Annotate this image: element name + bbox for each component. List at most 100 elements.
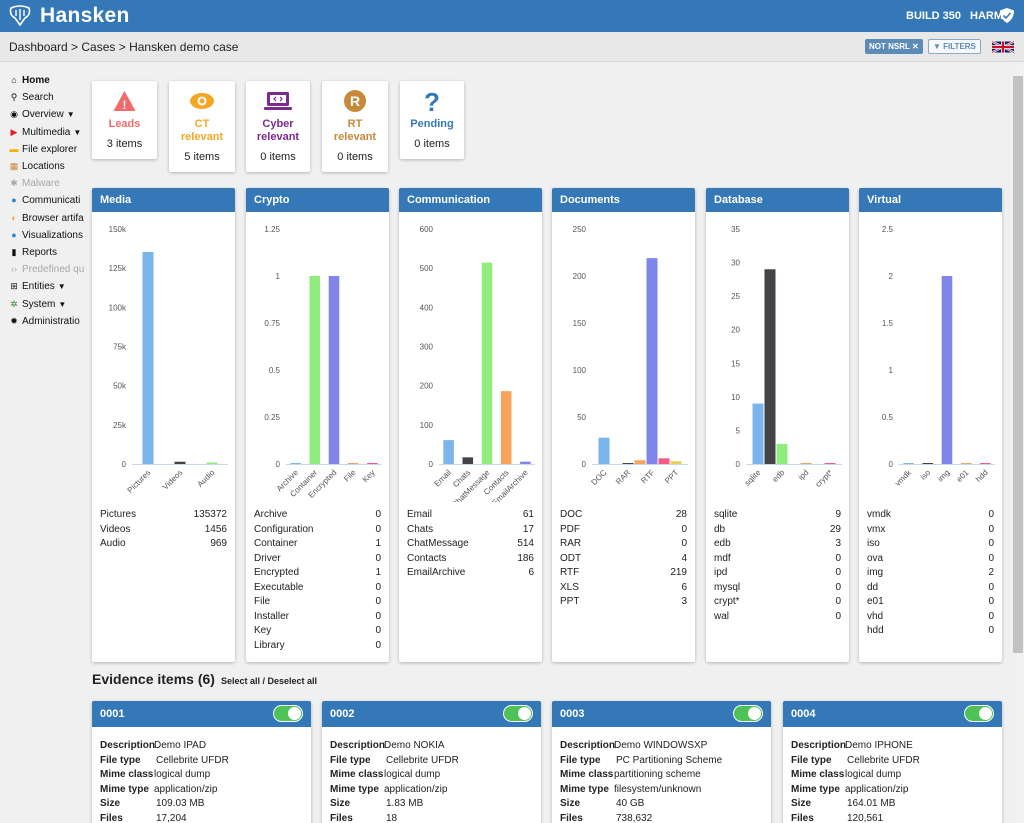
- category-card-4[interactable]: ? Pending 0 items: [400, 81, 464, 159]
- select-all-link[interactable]: Select all: [220, 676, 260, 686]
- sidebar-item-5[interactable]: ▦ Locations: [8, 158, 84, 174]
- stat-label[interactable]: Chats: [407, 523, 434, 535]
- deselect-all-link[interactable]: Deselect all: [267, 676, 318, 686]
- stat-label[interactable]: sqlite: [714, 509, 738, 520]
- sidebar-item-8[interactable]: ◐ Browser artifa: [8, 210, 84, 226]
- evidence-item-toggle[interactable]: [964, 705, 994, 722]
- stat-label[interactable]: ipd: [714, 567, 728, 578]
- sidebar-item-1[interactable]: ⚲ Search: [8, 89, 84, 105]
- stat-label[interactable]: Encrypted: [254, 567, 300, 578]
- evidence-item-toggle[interactable]: [733, 705, 763, 722]
- shield-icon[interactable]: [1000, 8, 1014, 23]
- stat-label[interactable]: Container: [254, 538, 298, 549]
- stat-label[interactable]: db: [714, 523, 726, 535]
- stat-label[interactable]: ChatMessage: [407, 538, 469, 549]
- evidence-item-card[interactable]: 0002 Description Demo NOKIA File type Celleb…: [322, 701, 541, 823]
- category-card-2[interactable]: Cyber relevant 0 items: [246, 81, 310, 172]
- app-title[interactable]: Hansken: [40, 4, 130, 27]
- evidence-field-row: Description Demo IPAD: [100, 739, 305, 753]
- stat-label[interactable]: edb: [714, 538, 731, 549]
- stat-label[interactable]: Installer: [254, 610, 290, 622]
- sidebar-item-9[interactable]: ● Visualizations: [8, 227, 84, 243]
- chevron-down-icon[interactable]: ▼: [58, 299, 67, 309]
- stat-label[interactable]: vhd: [867, 610, 884, 622]
- evidence-item-toggle[interactable]: [273, 705, 303, 722]
- stat-label[interactable]: Executable: [254, 581, 304, 593]
- nsrl-filter-chip[interactable]: NOT NSRL ✕: [865, 39, 923, 54]
- uk-flag-icon[interactable]: [992, 41, 1014, 53]
- stat-label[interactable]: dd: [867, 581, 879, 593]
- stat-label[interactable]: Key: [254, 625, 272, 636]
- stat-label[interactable]: PPT: [560, 596, 580, 607]
- stat-label[interactable]: PDF: [560, 523, 580, 535]
- hansken-logo-icon[interactable]: [8, 5, 32, 27]
- bar-hdd: [980, 463, 991, 464]
- stat-label[interactable]: Contacts: [407, 552, 447, 564]
- user-menu[interactable]: HARM: [970, 10, 1003, 22]
- sidebar-item-11[interactable]: ‹› Predefined qu: [8, 261, 84, 277]
- stat-label[interactable]: mdf: [714, 552, 731, 564]
- chevron-down-icon[interactable]: ▼: [57, 282, 66, 292]
- category-card-3[interactable]: R RT relevant 0 items: [322, 81, 388, 172]
- stat-label[interactable]: vmdk: [867, 509, 891, 520]
- stat-label[interactable]: Driver: [254, 552, 281, 564]
- stat-label[interactable]: ova: [867, 552, 884, 564]
- stat-label[interactable]: Audio: [100, 538, 126, 549]
- stat-label[interactable]: ODT: [560, 552, 582, 564]
- stat-label[interactable]: wal: [714, 610, 730, 622]
- evidence-item-toggle[interactable]: [503, 705, 533, 722]
- close-icon[interactable]: ✕: [911, 42, 919, 51]
- category-card-1[interactable]: CT relevant 5 items: [169, 81, 235, 172]
- chevron-down-icon[interactable]: ▼: [66, 110, 75, 120]
- stat-label[interactable]: vmx: [867, 523, 886, 535]
- evidence-item-card[interactable]: 0004 Description Demo IPHONE File type Celle…: [783, 701, 1002, 823]
- stat-label[interactable]: e01: [867, 596, 884, 607]
- stat-label[interactable]: EmailArchive: [407, 567, 466, 578]
- sidebar-item-0[interactable]: ⌂ Home: [8, 72, 84, 88]
- stat-label[interactable]: Pictures: [100, 509, 137, 520]
- stat-label[interactable]: File: [254, 596, 271, 607]
- category-card-0[interactable]: ! Leads 3 items: [92, 81, 157, 159]
- stat-label[interactable]: mysql: [714, 581, 741, 593]
- stat-label[interactable]: RTF: [560, 567, 580, 578]
- stat-label[interactable]: crypt*: [714, 596, 740, 607]
- stat-row: File 0: [254, 595, 381, 609]
- sidebar-item-label: Overview: [22, 109, 64, 121]
- evidence-field-row: Mime type filesystem/unknown: [560, 783, 765, 797]
- sidebar-item-4[interactable]: ▬ File explorer: [8, 141, 84, 157]
- sidebar-item-10[interactable]: ▮ Reports: [8, 244, 84, 260]
- breadcrumb-bar: Dashboard > Cases > Hansken demo case: [0, 32, 1024, 62]
- stat-label[interactable]: Videos: [100, 523, 131, 535]
- sidebar-item-7[interactable]: ● Communicati: [8, 192, 84, 208]
- sidebar-item-13[interactable]: ✲ System ▼: [8, 296, 84, 312]
- evidence-item-card[interactable]: 0001 Description Demo IPAD File type Cellebr…: [92, 701, 311, 823]
- top-bar: Hansken BUILD 350 HARM: [0, 0, 1024, 32]
- stat-label[interactable]: hdd: [867, 625, 884, 636]
- sidebar-item-12[interactable]: ⊞ Entities ▼: [8, 278, 84, 294]
- stat-value: 0: [375, 552, 381, 564]
- evidence-item-card[interactable]: 0003 Description Demo WINDOWSXP File type PC…: [552, 701, 771, 823]
- sidebar-item-14[interactable]: ✹ Administratio: [8, 313, 84, 329]
- stat-label[interactable]: img: [867, 567, 884, 578]
- stat-label[interactable]: RAR: [560, 538, 582, 549]
- bar-rtf: [646, 258, 658, 464]
- stat-label[interactable]: DOC: [560, 509, 583, 520]
- stat-label[interactable]: Library: [254, 639, 285, 651]
- stat-label[interactable]: XLS: [560, 581, 579, 593]
- chevron-down-icon[interactable]: ▼: [73, 127, 82, 137]
- breadcrumb[interactable]: Dashboard > Cases > Hansken demo case: [9, 40, 239, 54]
- stat-label[interactable]: iso: [867, 538, 880, 549]
- scrollbar-thumb[interactable]: [1013, 76, 1023, 653]
- stat-label[interactable]: Email: [407, 509, 433, 520]
- sidebar-item-3[interactable]: ▶ Multimedia ▼: [8, 124, 84, 140]
- evidence-field-label: Size: [330, 798, 351, 809]
- sidebar-item-2[interactable]: ◉ Overview ▼: [8, 106, 84, 122]
- filters-button[interactable]: ▼ FILTERS: [928, 39, 981, 54]
- sidebar-item-6[interactable]: ✱ Malware: [8, 175, 84, 191]
- stat-label[interactable]: Configuration: [254, 523, 314, 535]
- category-card-title: Cyber relevant: [246, 118, 310, 144]
- stat-label[interactable]: Archive: [254, 509, 288, 520]
- y-tick-label: 25: [731, 292, 740, 301]
- bar-edb: [776, 443, 788, 464]
